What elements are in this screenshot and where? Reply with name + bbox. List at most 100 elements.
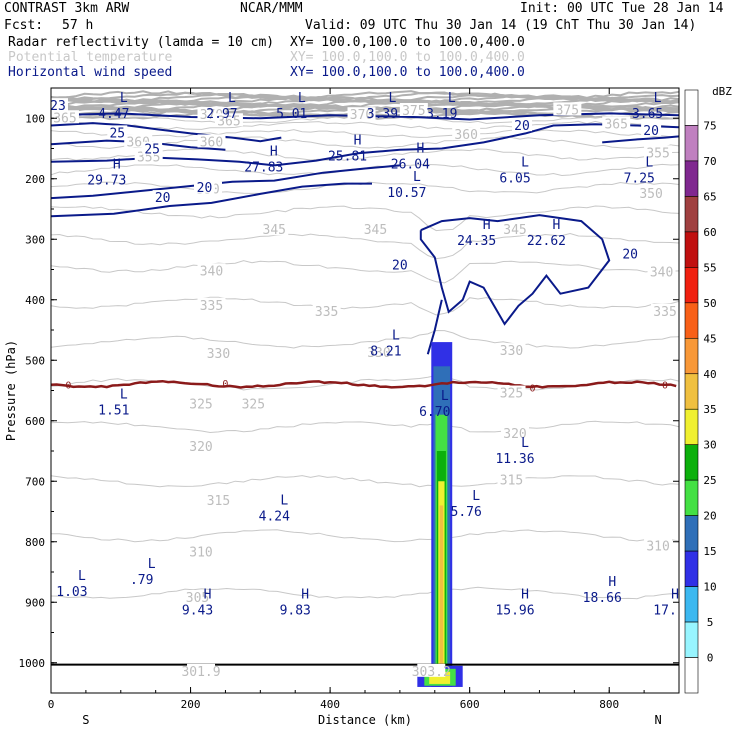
colorbar-bin	[685, 516, 698, 551]
colorbar-bin	[685, 551, 698, 586]
extremum-type: H	[204, 587, 212, 602]
y-tick-label: 200	[25, 173, 45, 186]
x-end-label-south: S	[82, 713, 89, 727]
extremum-type: H	[354, 134, 362, 149]
y-tick-label: 400	[25, 294, 45, 307]
extremum-type: L	[448, 91, 456, 106]
colorbar: 0 5 10 15 20 25 30 35 40 45 50 55 60 65 70 75 dBZ	[685, 85, 732, 693]
colorbar-unit: dBZ	[712, 85, 732, 98]
extremum-value: 18.66	[583, 591, 622, 606]
theta-label: 330	[500, 344, 523, 359]
extremum-type: H	[301, 587, 309, 602]
extremum-value: 2.97	[206, 107, 237, 122]
extremum-value: 15.96	[495, 603, 534, 618]
wind-label: 23	[50, 99, 66, 114]
extremum-type: H	[521, 587, 529, 602]
extremum-value: 6.70	[419, 405, 450, 420]
extremum-type: L	[392, 328, 400, 343]
extremum-value: 11.36	[495, 452, 534, 467]
theta-label: 335	[315, 305, 338, 320]
zero-isotherm-label: 0	[662, 380, 668, 391]
x-axis-title: Distance (km)	[318, 713, 412, 727]
theta-label: 360	[200, 135, 223, 150]
colorbar-bin	[685, 445, 698, 480]
theta-label: 375	[556, 103, 579, 118]
colorbar-bin	[685, 303, 698, 338]
extremum-value: 5.01	[276, 107, 307, 122]
wind-label: 25	[144, 143, 160, 158]
extremum-type: H	[671, 587, 679, 602]
extremum-type: L	[280, 493, 288, 508]
extremum-value: 1.51	[98, 404, 129, 419]
cross-section-chart: 0000 365 370365360 360355370 375 37536536035…	[0, 0, 740, 740]
theta-label: 365	[604, 117, 627, 132]
theta-label: 345	[503, 223, 526, 238]
colorbar-bin	[685, 196, 698, 231]
extremum-value: 10.57	[387, 186, 426, 201]
extremum-value: 27.83	[244, 160, 283, 175]
extremum-type: L	[521, 155, 529, 170]
colorbar-label: 20	[703, 510, 716, 523]
theta-label: 340	[200, 264, 223, 279]
theta-label: 335	[200, 299, 223, 314]
extremum-value: .79	[130, 573, 153, 588]
extremum-type: H	[553, 218, 561, 233]
colorbar-label: 60	[703, 226, 716, 239]
extremum-value: 7.25	[624, 171, 655, 186]
extremum-value: 3.39	[367, 107, 398, 122]
extremum-value: 4.47	[98, 107, 129, 122]
extremum-type: L	[78, 569, 86, 584]
y-tick-label: 300	[25, 233, 45, 246]
extremum-type: H	[416, 141, 424, 156]
extremum-type: L	[298, 91, 306, 106]
extremum-type: L	[120, 388, 128, 403]
x-tick-label: 200	[181, 698, 201, 711]
theta-label: 375	[402, 104, 425, 119]
extremum-type: L	[521, 436, 529, 451]
colorbar-bin	[685, 267, 698, 302]
zero-isotherm-label: 0	[65, 380, 71, 391]
theta-label: 315	[500, 474, 523, 489]
x-tick-label: 800	[599, 698, 619, 711]
theta-label: 345	[364, 223, 387, 238]
y-tick-label: 900	[25, 596, 45, 609]
colorbar-label: 5	[707, 616, 714, 629]
extremum-value: 1.03	[56, 585, 87, 600]
extremum-value: 24.35	[457, 234, 496, 249]
reflectivity-cell	[440, 505, 443, 674]
colorbar-bin	[685, 90, 698, 125]
extremum-type: L	[654, 91, 662, 106]
theta-label: 303.2	[412, 665, 451, 680]
wind-label: 20	[155, 191, 171, 206]
extremum-value: 6.05	[499, 171, 530, 186]
x-tick-label: 0	[48, 698, 55, 711]
extremum-type: L	[228, 91, 236, 106]
theta-label: 360	[454, 128, 477, 143]
theta-label: 310	[646, 540, 669, 555]
colorbar-label: 75	[703, 119, 716, 132]
x-tick-label: 400	[320, 698, 340, 711]
extremum-value: 22.62	[527, 234, 566, 249]
extremum-type: H	[608, 575, 616, 590]
colorbar-bin	[685, 622, 698, 657]
extremum-value: 3.19	[426, 107, 457, 122]
colorbar-bin	[685, 232, 698, 267]
extremum-value: 3.65	[632, 107, 663, 122]
extremum-value: 8.21	[370, 344, 401, 359]
extremum-type: H	[270, 144, 278, 159]
extremum-type: L	[389, 91, 397, 106]
extremum-type: L	[120, 91, 128, 106]
colorbar-label: 50	[703, 297, 716, 310]
theta-label: 330	[207, 347, 230, 362]
wind-label: 20	[514, 119, 530, 134]
colorbar-bin	[685, 125, 698, 160]
theta-label: 310	[189, 546, 212, 561]
theta-label: 320	[189, 440, 212, 455]
extremum-value: 9.83	[280, 603, 311, 618]
extremum-type: L	[413, 170, 421, 185]
extremum-type: H	[483, 218, 491, 233]
theta-label: 325	[242, 397, 265, 412]
theta-label: 315	[207, 494, 230, 509]
extremum-type: L	[472, 489, 480, 504]
colorbar-label: 15	[703, 545, 716, 558]
